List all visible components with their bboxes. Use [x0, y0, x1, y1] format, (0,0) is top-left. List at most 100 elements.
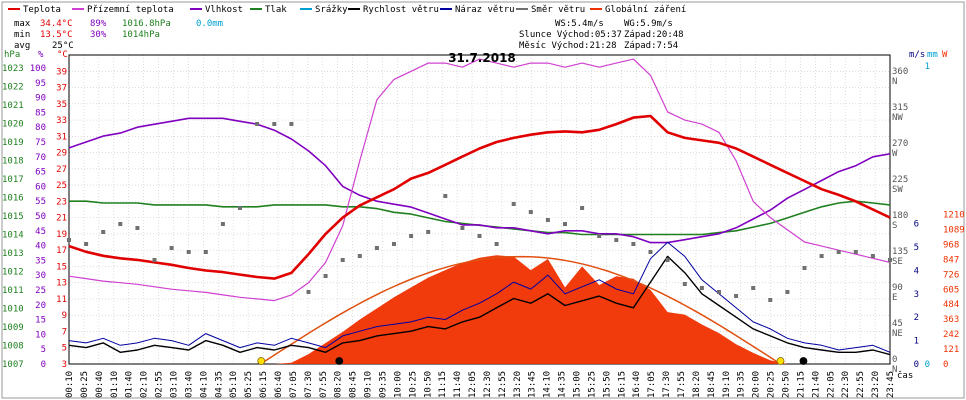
y-tick-degc-9: 21 — [56, 214, 67, 224]
y-tick-ms-2: 2 — [914, 313, 919, 323]
y-tick-degc-8: 19 — [56, 230, 67, 240]
y-tick-hpa-2: 1009 — [2, 323, 24, 333]
stat-max-press: 1016.8hPa — [122, 19, 171, 29]
wind-direction-point-14 — [306, 290, 311, 294]
wind-direction-point-2 — [101, 230, 106, 234]
x-tick-label-40: 17:30 — [662, 371, 672, 398]
x-tick-label-2: 00:40 — [95, 371, 105, 398]
y-tick-degc-16: 35 — [56, 100, 67, 110]
stat-moonset: Západ:7:54 — [624, 41, 678, 51]
moonset-marker — [335, 357, 344, 365]
wind-direction-point-12 — [272, 122, 277, 126]
y-tick-ms-0: 0 — [914, 360, 919, 370]
x-tick-label-7: 03:10 — [169, 371, 179, 398]
y-tick-hpa-6: 1013 — [2, 249, 24, 259]
wind-direction-point-47 — [870, 254, 875, 258]
y-tick-pct-9: 45 — [35, 227, 46, 237]
y-tick-hpa-10: 1017 — [2, 175, 24, 185]
x-tick-label-50: 21:40 — [811, 371, 821, 398]
y-tick-hpa-3: 1010 — [2, 305, 24, 315]
x-tick-label-30: 13:20 — [513, 371, 523, 398]
y-axis-label-pct: % — [38, 50, 44, 60]
y-tick-hpa-1: 1008 — [2, 342, 24, 352]
wind-direction-point-18 — [374, 246, 379, 250]
legend-label-6: Náraz větru — [455, 5, 515, 15]
stat-avg-temp: 25°C — [52, 41, 74, 51]
y-tick-pct-16: 80 — [35, 123, 46, 133]
wind-direction-point-39 — [734, 294, 739, 298]
x-tick-label-13: 06:15 — [259, 371, 269, 398]
x-tick-label-31: 13:45 — [528, 371, 538, 398]
legend-label-7: Směr větru — [531, 5, 585, 15]
stat-max-label: max — [14, 19, 31, 29]
y-tick-w-1: 121 — [943, 345, 959, 355]
x-tick-label-53: 22:55 — [856, 371, 866, 398]
y-tick-degc-18: 39 — [56, 67, 67, 77]
wind-direction-point-41 — [768, 298, 773, 302]
x-tick-label-23: 10:25 — [408, 371, 418, 398]
series-radiation-area — [69, 255, 890, 364]
wind-direction-point-25 — [494, 242, 499, 246]
y-tick-dir-2: 270 — [892, 139, 908, 149]
y-tick-w-3: 363 — [943, 315, 959, 325]
x-tick-label-10: 04:35 — [214, 371, 224, 398]
wind-direction-point-22 — [443, 194, 448, 198]
y-tick-pct-10: 50 — [35, 212, 46, 222]
x-tick-label-32: 14:10 — [543, 371, 553, 398]
wind-direction-point-36 — [682, 282, 687, 286]
x-tick-label-39: 17:05 — [647, 371, 657, 398]
wind-direction-point-31 — [597, 234, 602, 238]
plot-area — [67, 58, 892, 365]
wind-direction-point-37 — [699, 286, 704, 290]
wind-direction-point-48 — [888, 258, 892, 262]
wind-direction-point-11 — [255, 122, 260, 126]
x-tick-label-25: 11:15 — [438, 371, 448, 398]
y-tick-degc-4: 11 — [56, 295, 67, 305]
legend-label-8: Globální záření — [605, 5, 686, 15]
wind-direction-point-32 — [614, 238, 619, 242]
x-tick-label-11: 05:10 — [229, 371, 239, 398]
wind-direction-point-30 — [580, 206, 585, 210]
x-tick-label-46: 20:00 — [752, 371, 762, 398]
series-ground-temp-line — [68, 58, 891, 302]
y-tick-pct-6: 30 — [35, 271, 46, 281]
x-axis-label: čas — [897, 370, 913, 381]
y-tick-pct-7: 35 — [35, 256, 46, 266]
y-tick-degc-13: 29 — [56, 149, 67, 159]
x-tick-label-41: 17:55 — [677, 371, 687, 398]
x-tick-label-34: 15:00 — [573, 371, 583, 398]
x-tick-label-27: 12:05 — [468, 371, 478, 398]
legend: Teplota Přízemní teplota Vlhkost Tlak Srážky… — [8, 5, 686, 15]
y-tick-hpa-15: 1022 — [2, 83, 24, 93]
wind-direction-point-21 — [426, 230, 431, 234]
series-humidity-line — [68, 117, 891, 244]
y-tick-w-7: 847 — [943, 255, 959, 265]
x-tick-label-38: 16:40 — [632, 371, 642, 398]
x-tick-label-1: 00:25 — [80, 371, 90, 398]
y-tick-hpa-8: 1015 — [2, 212, 24, 222]
y-tick-dir-0: 360 — [892, 67, 908, 77]
legend-label-3: Tlak — [265, 5, 287, 15]
y-tick-w-8: 968 — [943, 240, 959, 250]
x-tick-label-22: 10:00 — [393, 371, 403, 398]
x-tick-label-36: 15:50 — [602, 371, 612, 398]
wind-direction-point-15 — [323, 274, 328, 278]
y-tick-w-5: 605 — [943, 285, 959, 295]
y-tick-dirname-7: NE — [892, 329, 903, 339]
y-tick-pct-18: 90 — [35, 94, 46, 104]
wind-direction-point-43 — [802, 266, 807, 270]
x-tick-label-21: 09:35 — [378, 371, 388, 398]
x-tick-label-42: 18:20 — [692, 371, 702, 398]
legend-label-5: Rychlost větru — [363, 5, 439, 15]
y-tick-degc-17: 37 — [56, 84, 67, 94]
stat-min-label: min — [14, 30, 30, 40]
y-tick-dir-6: 90 — [892, 283, 903, 293]
y-tick-w-0: 0 — [943, 360, 948, 370]
y-tick-dirname-2: W — [892, 149, 898, 159]
y-tick-w-4: 484 — [943, 300, 959, 310]
stat-max-rain: 0.0mm — [196, 19, 223, 29]
y-tick-ms-6: 6 — [914, 220, 919, 230]
sunset-marker — [776, 357, 785, 365]
y-tick-pct-1: 5 — [41, 345, 46, 355]
